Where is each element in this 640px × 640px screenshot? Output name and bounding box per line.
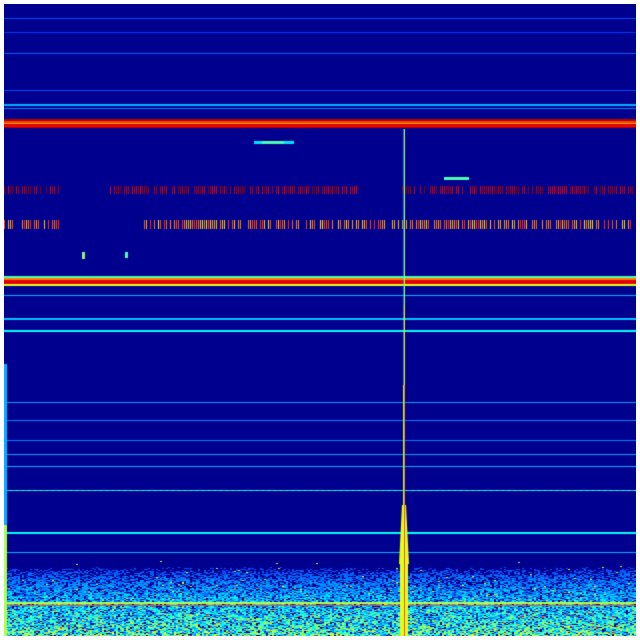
spectrogram-image bbox=[4, 4, 636, 636]
